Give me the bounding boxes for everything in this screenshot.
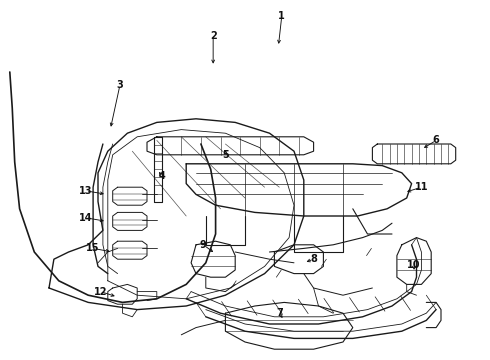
Text: 15: 15 <box>86 243 100 253</box>
Text: 3: 3 <box>117 80 123 90</box>
Text: 7: 7 <box>276 308 283 318</box>
Text: 14: 14 <box>79 213 93 223</box>
Text: 6: 6 <box>433 135 440 145</box>
Text: 8: 8 <box>310 254 317 264</box>
Text: 2: 2 <box>210 31 217 41</box>
Text: 10: 10 <box>407 260 421 270</box>
Text: 13: 13 <box>79 186 93 196</box>
Text: 12: 12 <box>94 287 107 297</box>
Text: 9: 9 <box>200 240 207 250</box>
Text: 5: 5 <box>222 150 229 160</box>
Text: 11: 11 <box>415 182 428 192</box>
Text: 4: 4 <box>158 171 165 181</box>
Text: 1: 1 <box>278 11 285 21</box>
